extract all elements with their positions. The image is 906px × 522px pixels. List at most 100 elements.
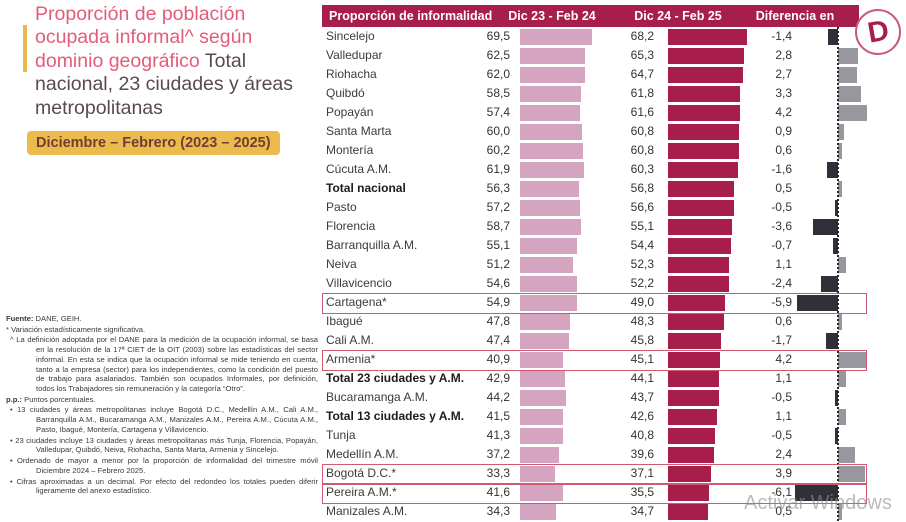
bar-dic24 [668, 47, 744, 64]
table-row: Florencia 58,7 55,1 -3,6 [322, 217, 882, 236]
diff-bar [838, 180, 842, 197]
bar-dic23 [520, 484, 564, 501]
value-dic23: 54,6 [486, 276, 510, 290]
informality-table: Proporción de informalidad Dic 23 - Feb … [322, 0, 882, 522]
diff-bar [821, 275, 838, 292]
city-label: Pasto [326, 200, 357, 214]
diff-bar [838, 503, 842, 520]
bar-dic23 [520, 370, 565, 387]
chart-subtitle: Total nacional, 23 ciudades y áreas metr… [35, 49, 294, 119]
footnotes: Fuente: DANE, GEIH. * Variación estadísti… [6, 314, 318, 497]
diff-value: -0,5 [771, 428, 792, 442]
value-dic24: 56,6 [630, 200, 654, 214]
table-row: Total nacional 56,3 56,8 0,5 [322, 179, 882, 198]
value-dic23: 51,2 [486, 257, 510, 271]
bar-dic24 [668, 351, 721, 368]
value-dic24: 43,7 [630, 390, 654, 404]
city-label: Medellín A.M. [326, 447, 399, 461]
table-row: Tunja 41,3 40,8 -0,5 [322, 426, 882, 445]
diff-value: 2,8 [775, 48, 792, 62]
bar-dic23 [520, 389, 566, 406]
city-label: Riohacha [326, 67, 377, 81]
bar-dic23 [520, 313, 570, 330]
diff-value: -0,5 [771, 200, 792, 214]
value-dic23: 40,9 [486, 352, 510, 366]
diff-value: 1,1 [775, 409, 792, 423]
diff-bar [834, 199, 838, 216]
table-row: Bogotá D.C.* 33,3 37,1 3,9 [322, 463, 882, 485]
diff-bar [812, 218, 838, 235]
value-dic23: 57,2 [486, 200, 510, 214]
bar-dic24 [668, 85, 740, 102]
bar-dic23 [520, 351, 563, 368]
diff-value: 0,5 [775, 181, 792, 195]
diff-bar [834, 427, 838, 444]
diff-value: -3,6 [771, 219, 792, 233]
bar-dic24 [668, 484, 710, 501]
column-header-domain: Proporción de informalidad [329, 9, 493, 23]
column-header-diferencia: Diferencia en [755, 9, 835, 23]
bar-dic24 [668, 275, 729, 292]
table-row: Armenia* 40,9 45,1 4,2 [322, 349, 882, 371]
bar-dic24 [668, 503, 709, 520]
diff-bar [838, 351, 868, 368]
bar-dic24 [668, 142, 739, 159]
value-dic24: 39,6 [630, 447, 654, 461]
value-dic24: 60,8 [630, 124, 654, 138]
bar-dic23 [520, 161, 585, 178]
table-row: Cúcuta A.M. 61,9 60,3 -1,6 [322, 160, 882, 179]
value-dic24: 60,3 [630, 162, 654, 176]
value-dic23: 37,2 [486, 447, 510, 461]
chart-title: Proporción de población ocupada informal… [35, 3, 253, 72]
bar-dic23 [520, 218, 581, 235]
bar-dic24 [668, 408, 718, 425]
city-label: Pereira A.M.* [326, 485, 397, 499]
bar-dic23 [520, 275, 577, 292]
windows-activation-watermark: Activar Windows [744, 492, 892, 514]
diff-value: -1,6 [771, 162, 792, 176]
value-dic23: 69,5 [486, 29, 510, 43]
column-header-dic23-feb24: Dic 23 - Feb 24 [508, 9, 596, 23]
value-dic24: 52,3 [630, 257, 654, 271]
bar-dic24 [668, 28, 748, 45]
value-dic24: 61,8 [630, 86, 654, 100]
table-row: Riohacha 62,0 64,7 2,7 [322, 65, 882, 84]
table-row: Ibagué 47,8 48,3 0,6 [322, 312, 882, 331]
footnote-lead-3: p.p.: [6, 394, 23, 404]
table-rows: Sincelejo 69,5 68,2 -1,4 Valledupar 62,5… [322, 27, 882, 521]
bar-dic24 [668, 370, 720, 387]
table-row: Bucaramanga A.M. 44,2 43,7 -0,5 [322, 388, 882, 407]
city-label: Neiva [326, 257, 357, 271]
value-dic23: 58,5 [486, 86, 510, 100]
bar-dic24 [668, 389, 719, 406]
city-label: Barranquilla A.M. [326, 238, 418, 252]
dane-logo-letter-icon: D [864, 13, 892, 50]
diff-value: -0,7 [771, 238, 792, 252]
footnote-1: * Variación estadísticamente significati… [6, 324, 146, 334]
city-label: Manizales A.M. [326, 504, 408, 518]
diff-bar [795, 484, 838, 501]
bar-dic23 [520, 199, 580, 216]
table-row: Popayán 57,4 61,6 4,2 [322, 103, 882, 122]
value-dic23: 47,8 [486, 314, 510, 328]
value-dic23: 58,7 [486, 219, 510, 233]
diff-value: -0,5 [771, 390, 792, 404]
footnote-lead-0: Fuente: [6, 314, 34, 323]
value-dic23: 56,3 [486, 181, 510, 195]
bar-dic23 [520, 332, 570, 349]
footnote-5: • 23 ciudades incluye 13 ciudades y área… [10, 435, 318, 455]
value-dic23: 60,0 [486, 124, 510, 138]
diff-bar [838, 66, 857, 83]
table-header: Proporción de informalidad Dic 23 - Feb … [322, 5, 859, 27]
diff-bar [828, 28, 838, 45]
diff-bar [838, 104, 868, 121]
diff-bar [838, 256, 846, 273]
bar-dic24 [668, 446, 714, 463]
diff-value: 0,5 [775, 504, 792, 518]
city-label: Total 13 ciudades y A.M. [326, 409, 465, 423]
table-row: Sincelejo 69,5 68,2 -1,4 [322, 27, 882, 46]
diff-value: 2,7 [775, 67, 792, 81]
diff-value: 4,2 [775, 352, 792, 366]
bar-dic24 [668, 256, 729, 273]
value-dic24: 35,5 [630, 485, 654, 499]
